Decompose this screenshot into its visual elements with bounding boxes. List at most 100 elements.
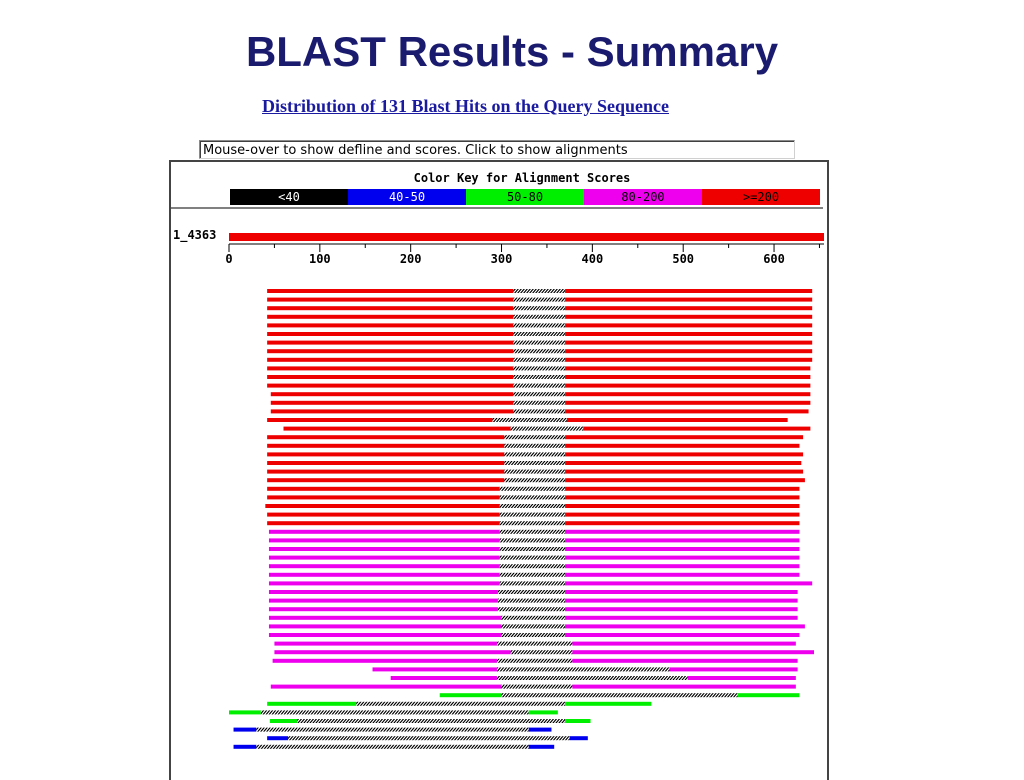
hit-gap-hatched[interactable] [513,357,566,362]
hit-segment[interactable] [268,529,500,534]
hit-row[interactable] [267,306,813,311]
hit-segment[interactable] [565,521,800,526]
hit-segment[interactable] [267,323,514,328]
hit-segment[interactable] [233,727,257,732]
hit-gap-hatched[interactable] [513,375,566,379]
hit-segment[interactable] [283,426,511,431]
hit-gap-hatched[interactable] [501,693,738,698]
hit-gap-hatched[interactable] [499,547,566,551]
hit-segment[interactable] [565,564,800,569]
hit-gap-hatched[interactable] [499,504,566,508]
hit-segment[interactable] [669,667,798,672]
hit-gap-hatched[interactable] [510,650,573,655]
hit-segment[interactable] [267,375,514,379]
hit-segment[interactable] [565,624,805,629]
hit-segment[interactable] [528,744,555,749]
hit-segment[interactable] [270,409,514,414]
hit-gap-hatched[interactable] [297,719,566,723]
hit-row[interactable] [269,719,591,723]
hit-segment[interactable] [565,461,802,465]
hit-segment[interactable] [267,289,514,293]
hit-segment[interactable] [268,624,502,629]
hit-segment[interactable] [267,478,505,483]
hit-segment[interactable] [267,297,514,302]
hit-segment[interactable] [267,512,500,517]
hit-segment[interactable] [565,538,800,543]
hit-segment[interactable] [565,719,591,723]
hit-segment[interactable] [528,727,552,732]
hit-segment[interactable] [267,366,514,371]
hit-segment[interactable] [565,297,813,302]
hit-gap-hatched[interactable] [504,469,566,474]
query-sequence-bar[interactable] [229,233,824,241]
hit-segment[interactable] [572,650,815,655]
hit-segment[interactable] [268,598,498,603]
hit-segment[interactable] [372,667,497,672]
hit-row[interactable] [267,297,813,302]
hit-segment[interactable] [268,555,500,560]
hit-segment[interactable] [565,357,813,362]
hit-segment[interactable] [565,633,800,637]
hit-gap-hatched[interactable] [513,289,566,293]
hit-row[interactable] [267,512,800,517]
hit-segment[interactable] [565,383,811,388]
hit-row[interactable] [268,529,800,534]
hit-segment[interactable] [565,478,805,483]
hit-segment[interactable] [267,306,514,311]
hit-row[interactable] [439,693,800,698]
hit-row[interactable] [268,547,800,551]
hit-row[interactable] [268,607,798,612]
hit-row[interactable] [390,676,796,680]
hit-segment[interactable] [572,641,796,646]
hit-segment[interactable] [565,323,813,328]
hit-row[interactable] [268,598,798,603]
hit-row[interactable] [267,375,811,379]
hit-row[interactable] [267,418,788,422]
hit-row[interactable] [267,357,813,362]
hit-segment[interactable] [565,615,798,620]
distribution-link[interactable]: Distribution of 131 Blast Hits on the Qu… [262,96,670,116]
hit-segment[interactable] [267,340,514,345]
hit-segment[interactable] [267,736,289,741]
hit-row[interactable] [267,701,652,706]
hit-segment[interactable] [565,512,800,517]
hit-segment[interactable] [268,607,498,612]
hit-segment[interactable] [565,340,813,345]
hit-segment[interactable] [265,504,500,508]
hit-row[interactable] [283,426,811,431]
hit-gap-hatched[interactable] [499,512,566,517]
hit-segment[interactable] [267,349,514,354]
hit-segment[interactable] [565,435,804,440]
hit-segment[interactable] [565,495,800,500]
hit-gap-hatched[interactable] [513,306,566,311]
hit-row[interactable] [265,504,800,508]
hit-segment[interactable] [565,572,800,577]
hit-row[interactable] [270,392,811,397]
hit-row[interactable] [268,581,813,586]
hit-gap-hatched[interactable] [288,736,570,741]
hit-gap-hatched[interactable] [513,392,566,397]
hit-segment[interactable] [565,607,798,612]
hit-gap-hatched[interactable] [499,486,566,491]
hit-segment[interactable] [565,366,811,371]
hit-segment[interactable] [565,598,798,603]
hit-segment[interactable] [565,392,811,397]
hit-gap-hatched[interactable] [504,461,566,465]
hit-segment[interactable] [272,658,497,663]
hit-segment[interactable] [268,564,500,569]
hit-segment[interactable] [269,719,298,723]
hit-segment[interactable] [565,504,800,508]
hit-row[interactable] [270,684,796,689]
hit-segment[interactable] [565,306,813,311]
hit-segment[interactable] [270,392,514,397]
hit-gap-hatched[interactable] [513,314,566,319]
hit-gap-hatched[interactable] [501,633,566,637]
hit-gap-hatched[interactable] [513,400,566,405]
hit-segment[interactable] [267,452,505,457]
hit-gap-hatched[interactable] [499,529,566,534]
hit-gap-hatched[interactable] [496,676,688,680]
hit-segment[interactable] [267,332,514,336]
hit-segment[interactable] [274,641,497,646]
hit-segment[interactable] [267,435,505,440]
hit-segment[interactable] [267,357,514,362]
